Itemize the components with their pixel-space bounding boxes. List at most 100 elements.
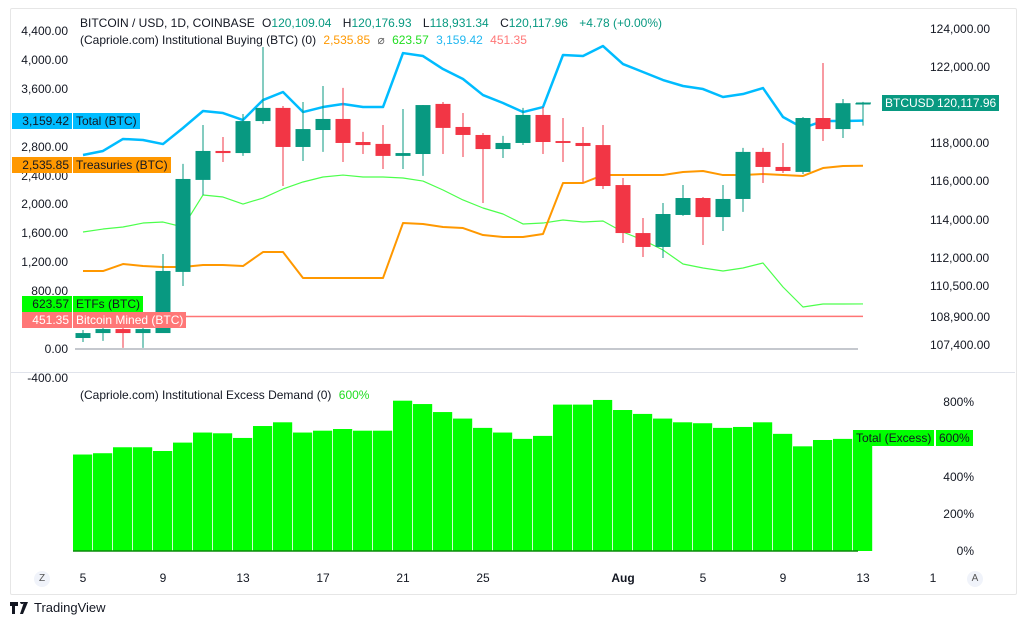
excess-bar [633,413,653,551]
candle-body [615,185,631,234]
candle-body [595,145,611,187]
candle-body [635,233,651,247]
excess-bar [573,404,593,551]
candle-body [215,150,231,154]
candle-body [835,103,851,130]
auto-scale-button[interactable]: A [967,571,983,587]
candle-body [135,329,151,334]
excess-bar [853,439,873,551]
excess-bar [313,430,333,551]
excess-bar [373,430,393,551]
tradingview-logo[interactable]: TradingView [10,600,106,615]
candle-body [115,329,131,334]
excess-bar [653,418,673,551]
candle [335,87,351,163]
candle-body [735,151,751,199]
left-axis-tick: 1,200.00 [21,255,68,270]
candle [495,135,511,159]
main-legend: BITCOIN / USD, 1D, COINBASE O120,109.04 … [80,16,666,30]
excess-axis-tick: 0% [956,544,974,558]
excess-bar [813,439,833,551]
candle [455,113,471,158]
right-axis-tick: 116,000.00 [930,174,990,189]
excess-bar [493,432,513,551]
series-line-total [82,44,864,157]
candle [595,125,611,190]
candle [555,118,571,163]
left-axis-tick: 2,800.00 [21,139,68,154]
candle-body [235,121,251,154]
hidden-series-icon: ⌀ [377,33,385,47]
zoom-reset-button[interactable]: Z [34,571,50,587]
etfs-value: 623.57 [392,33,429,47]
candle [115,327,131,348]
treasuries-axis-tag: 2,535.85 [12,157,72,173]
candle [535,106,551,155]
close-value: 120,117.96 [508,16,568,30]
indicator1-legend: (Capriole.com) Institutional Buying (BTC… [80,33,531,47]
candle [435,102,451,155]
left-axis-tick: 4,000.00 [21,52,68,67]
candle [675,185,691,216]
candle-body [315,118,331,131]
excess-bar [433,412,453,551]
candle [735,147,751,212]
left-axis-tick: 2,000.00 [21,197,68,212]
indicator1-title: (Capriole.com) Institutional Buying (BTC… [80,33,317,47]
high-value: 120,176.93 [351,16,412,30]
candle-body [775,166,791,171]
excess-axis-tick: 400% [943,469,974,484]
candle-body [575,142,591,147]
total-axis-tag: 3,159.42 [12,113,72,129]
brand-name: TradingView [34,600,106,615]
candle [695,197,711,246]
excess-axis-tick: 200% [943,506,974,521]
candle [575,126,591,183]
excess-bar [833,438,853,551]
total-value: 3,159.42 [436,33,483,47]
candle-body [795,118,811,172]
candle-body [355,142,371,146]
left-axis-tick: 1,600.00 [21,226,68,241]
price-symbol-tag: BTCUSD [882,95,938,111]
candle-body [455,126,471,135]
series-line-treasuries [83,164,864,280]
candle-body [555,141,571,143]
open-label: O [262,16,272,30]
candle-body [335,118,351,143]
right-axis-tick: 122,000.00 [930,60,991,75]
candle-body [855,103,871,105]
excess-bar [753,422,773,551]
candle [515,107,531,146]
indicator2-legend: (Capriole.com) Institutional Excess Dema… [80,388,373,402]
excess-bar [233,437,253,551]
candle [775,142,791,174]
excess-bar [613,410,633,551]
time-axis-label: 21 [396,571,410,585]
candle-body [655,214,671,247]
excess-bar [173,442,193,551]
symbol-title: BITCOIN / USD, 1D, COINBASE [80,16,255,30]
low-value: 118,931.34 [429,16,489,30]
pane-separator[interactable] [11,372,1015,373]
right-axis-tick: 114,000.00 [930,212,990,227]
excess-bar [213,433,233,551]
mined-value: 451.35 [490,33,527,47]
candle [355,131,371,155]
candle-body [815,118,831,130]
excess-bar [693,423,713,551]
excess-bar [513,438,533,551]
candle [755,147,771,183]
candle [855,101,871,126]
series-line-mined [82,315,864,318]
right-axis-tick: 108,900.00 [930,309,991,324]
right-axis-tick: 107,400.00 [930,338,991,353]
excess-bar [733,426,753,551]
low-label: L [422,16,430,30]
excess-bar [333,429,353,551]
candle-body [755,151,771,167]
excess-axis-tick: 800% [943,395,974,409]
excess-bar [593,399,613,551]
left-axis-tick: -400.00 [27,370,68,385]
